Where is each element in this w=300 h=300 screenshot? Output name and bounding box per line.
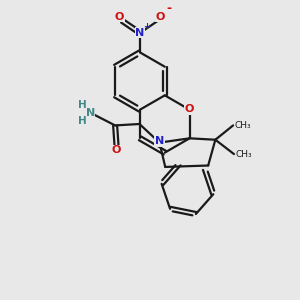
Text: O: O — [184, 104, 194, 114]
Text: -: - — [166, 2, 171, 15]
Text: O: O — [156, 12, 165, 22]
Text: N: N — [85, 108, 95, 118]
Text: +: + — [143, 22, 150, 31]
Text: H: H — [78, 100, 87, 110]
Text: H: H — [78, 116, 87, 126]
Text: CH₃: CH₃ — [236, 150, 252, 159]
Text: O: O — [115, 12, 124, 22]
Text: CH₃: CH₃ — [235, 121, 251, 130]
Text: N: N — [155, 136, 164, 146]
Text: O: O — [112, 145, 121, 155]
Text: N: N — [135, 28, 145, 38]
